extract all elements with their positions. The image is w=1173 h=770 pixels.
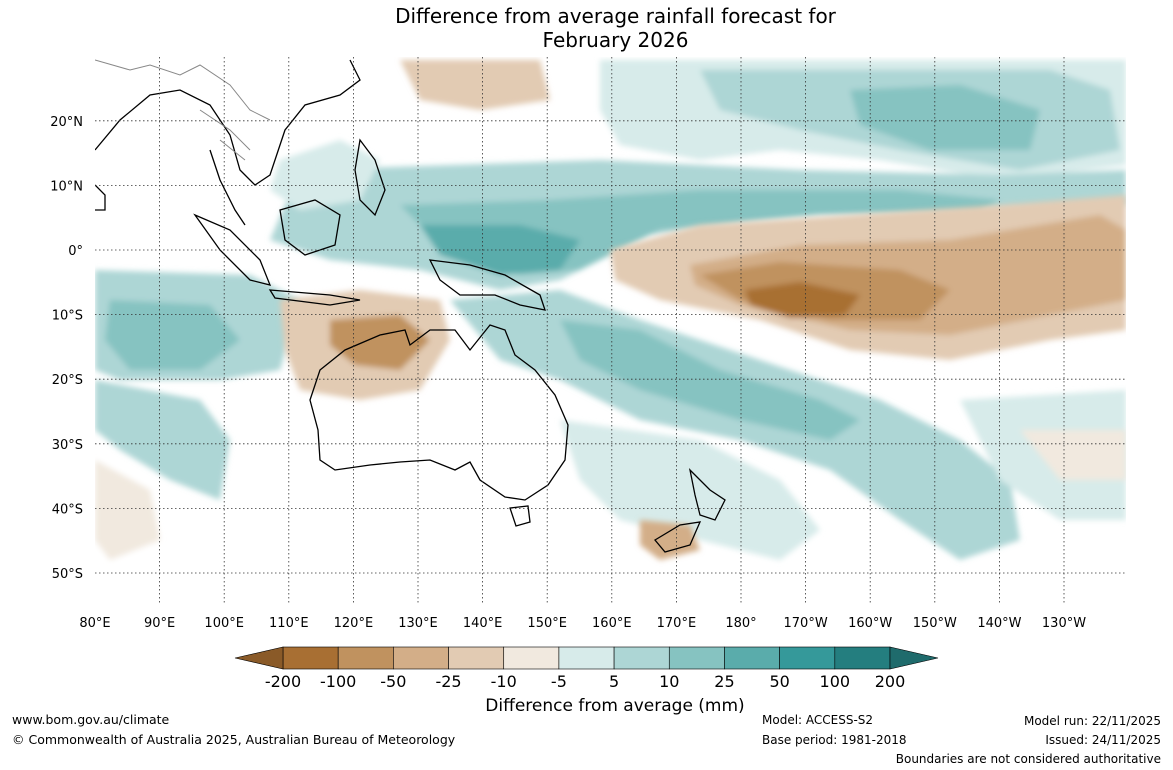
dry-north-pacific-west <box>400 60 550 110</box>
latitude-label: 40°S <box>52 502 83 517</box>
longitude-label: 110°E <box>269 616 309 631</box>
wet-tasman <box>560 420 820 560</box>
java-coastline <box>268 289 361 306</box>
new-zealand-north-coastline <box>688 468 726 521</box>
longitude-label: 150°E <box>527 616 567 631</box>
rainfall-anomaly-fields <box>95 57 1126 605</box>
title-line-1: Difference from average rainfall forecas… <box>395 4 836 28</box>
latitude-label: 20°S <box>52 373 83 388</box>
colorbar-tick-label: 10 <box>659 672 679 691</box>
longitude-label: 150°W <box>913 616 957 631</box>
latitude-label: 50°S <box>52 567 83 582</box>
colorbar-tick-label: 200 <box>875 672 906 691</box>
longitude-label: 160°W <box>848 616 892 631</box>
latitude-label: 30°S <box>52 438 83 453</box>
longitude-label: 180° <box>725 616 756 631</box>
colorbar-cell <box>724 646 780 670</box>
australia-coastline <box>309 324 569 501</box>
model-run-text: Model run: 22/11/2025 <box>1023 714 1161 728</box>
longitude-label: 130°W <box>1042 616 1086 631</box>
philippines-coastline <box>354 138 386 217</box>
copyright-text: © Commonwealth of Australia 2025, Austra… <box>12 732 456 747</box>
colorbar-tick-label: -50 <box>380 672 406 691</box>
colorbar-tick-label: -25 <box>435 672 461 691</box>
wet-south-china-sea <box>270 140 380 210</box>
colorbar-tick-label: 5 <box>609 672 619 691</box>
dry-east-pacific-peak <box>745 282 860 318</box>
colorbar-tick-label: 100 <box>820 672 851 691</box>
chart-title: Difference from average rainfall forecas… <box>0 4 1173 52</box>
latitude-labels: 20°N 10°N 0° 10°S 20°S 30°S 40°S 50°S <box>50 115 83 582</box>
colorbar-cell <box>834 646 891 670</box>
dry-northwest-australia-core <box>330 315 430 370</box>
colorbar-tick-label: -100 <box>320 672 356 691</box>
new-zealand-south-coastline <box>654 521 702 553</box>
model-text: Model: ACCESS-S2 <box>762 713 874 727</box>
colorbar-title: Difference from average (mm) <box>485 696 745 716</box>
longitude-label: 140°E <box>463 616 503 631</box>
colorbar-cell <box>393 646 449 670</box>
colorbar-cell <box>503 646 560 670</box>
colorbar-cell <box>779 646 836 670</box>
colorbar-cell <box>282 646 339 670</box>
latitude-label: 0° <box>68 244 83 259</box>
longitude-label: 140°W <box>977 616 1021 631</box>
colorbar-extend-high <box>889 646 939 670</box>
longitude-label: 80°E <box>79 616 110 631</box>
colorbar-cells <box>234 646 939 670</box>
longitude-label: 100°E <box>204 616 244 631</box>
new-guinea-coastline <box>428 259 546 311</box>
wet-regions <box>95 60 1126 560</box>
wet-spcz-core <box>560 320 860 440</box>
malay-peninsula-coastline <box>209 149 246 226</box>
longitude-label: 130°E <box>398 616 438 631</box>
longitude-label: 120°E <box>334 616 374 631</box>
disclaimer-text: Boundaries are not considered authoritat… <box>895 752 1161 766</box>
wet-indian-south <box>95 380 230 500</box>
colorbar-cell <box>337 646 394 670</box>
wet-core-hawaii <box>850 85 1040 150</box>
title-line-2: February 2026 <box>542 28 689 52</box>
graticule <box>95 57 1126 605</box>
longitude-label: 170°W <box>784 616 828 631</box>
colorbar-cell <box>613 646 670 670</box>
dry-south-pacific-east <box>1020 430 1126 480</box>
longitude-label: 90°E <box>144 616 175 631</box>
longitude-labels: 80°E 90°E 100°E 110°E 120°E 130°E 140°E 150°E 16… <box>79 616 1086 631</box>
dry-new-zealand-south <box>640 520 700 560</box>
india-coastline <box>95 184 106 211</box>
base-period-text: Base period: 1981-2018 <box>762 733 907 747</box>
coastlines <box>95 59 726 553</box>
asia-borders <box>95 59 271 161</box>
longitude-label: 170°E <box>657 616 697 631</box>
latitude-label: 20°N <box>50 115 83 130</box>
colorbar-tick-label: -200 <box>265 672 301 691</box>
colorbar-tick-label: 50 <box>769 672 789 691</box>
tasmania-coastline <box>509 505 531 527</box>
colorbar-cell <box>448 646 505 670</box>
latitude-label: 10°N <box>50 179 83 194</box>
southeast-asia-coastline <box>95 59 361 186</box>
longitude-label: 160°E <box>592 616 632 631</box>
colorbar-tick-label: -5 <box>551 672 567 691</box>
website-link[interactable]: www.bom.gov.au/climate <box>12 712 170 727</box>
colorbar-tick-label: 25 <box>714 672 734 691</box>
colorbar-extend-low <box>234 646 284 670</box>
colorbar-cell <box>668 646 725 670</box>
colorbar-tick-label: -10 <box>491 672 517 691</box>
latitude-label: 10°S <box>52 309 83 324</box>
dry-regions <box>95 60 1126 560</box>
country-borders <box>95 59 271 161</box>
borneo-coastline <box>279 199 341 256</box>
colorbar-tick-labels: -200 -100 -50 -25 -10 -5 5 10 25 50 100 200 <box>265 672 905 691</box>
wet-indian-core <box>105 300 240 370</box>
issued-text: Issued: 24/11/2025 <box>1045 733 1161 747</box>
dry-indian-south <box>95 460 160 560</box>
colorbar-cell <box>558 646 615 670</box>
